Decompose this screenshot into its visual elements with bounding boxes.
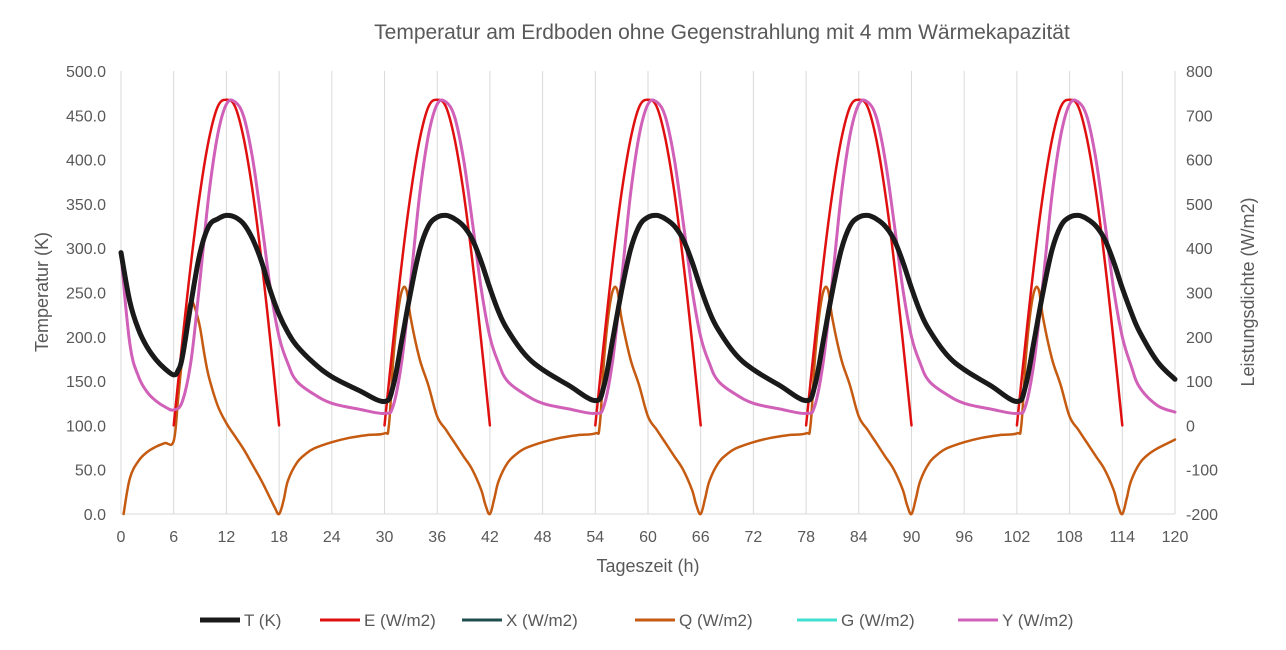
y-axis-left-label: Temperatur (K) — [32, 232, 52, 352]
y-axis-right-ticks: -200 -100 0 100 200 300 400 500 600 700 800 — [1186, 64, 1218, 524]
x-tick-label: 30 — [376, 529, 394, 546]
legend-label-t: T (K) — [244, 611, 281, 630]
y-left-tick-label: 300.0 — [66, 241, 106, 258]
series-line-t — [118, 212, 1178, 405]
legend-label-g: G (W/m2) — [841, 611, 915, 630]
y-right-tick-label: -200 — [1186, 507, 1218, 524]
y-right-tick-label: 300 — [1186, 286, 1213, 303]
y-left-tick-label: 100.0 — [66, 418, 106, 435]
y-left-tick-label: 0.0 — [84, 507, 106, 524]
y-right-tick-label: 500 — [1186, 197, 1213, 214]
y-right-tick-label: 600 — [1186, 153, 1213, 170]
y-left-tick-label: 500.0 — [66, 64, 106, 81]
series-line-y — [119, 98, 1177, 415]
y-right-tick-label: 700 — [1186, 108, 1213, 125]
y-right-tick-label: -100 — [1186, 463, 1218, 480]
y-left-tick-label: 50.0 — [75, 463, 106, 480]
x-tick-label: 0 — [117, 529, 126, 546]
x-tick-label: 12 — [218, 529, 236, 546]
x-tick-label: 66 — [692, 529, 710, 546]
x-tick-label: 42 — [481, 529, 499, 546]
y-left-tick-label: 200.0 — [66, 330, 106, 347]
y-right-tick-label: 200 — [1186, 330, 1213, 347]
series-line-e-3 — [804, 98, 913, 427]
y-right-tick-label: 100 — [1186, 374, 1213, 391]
x-tick-label: 90 — [903, 529, 921, 546]
x-tick-label: 24 — [323, 529, 341, 546]
x-tick-label: 102 — [1004, 529, 1031, 546]
legend-label-e: E (W/m2) — [364, 611, 436, 630]
x-tick-label: 120 — [1162, 529, 1189, 546]
x-tick-label: 6 — [169, 529, 178, 546]
series-line-q — [122, 285, 1177, 516]
x-tick-label: 78 — [797, 529, 815, 546]
x-tick-label: 84 — [850, 529, 868, 546]
x-tick-label: 108 — [1056, 529, 1083, 546]
series-layer — [118, 98, 1178, 516]
x-axis-ticks: 0 6 12 18 24 30 36 42 48 54 60 66 72 78 84 90 96 102 108 11… — [117, 529, 1189, 546]
y-left-tick-label: 150.0 — [66, 374, 106, 391]
legend: T (K) E (W/m2) X (W/m2) Q (W/m2) G (W/m2) Y (… — [200, 611, 1073, 630]
grid-lines — [120, 71, 1176, 515]
x-tick-label: 48 — [534, 529, 552, 546]
y-left-tick-label: 250.0 — [66, 286, 106, 303]
x-axis-label: Tageszeit (h) — [596, 556, 699, 576]
legend-label-q: Q (W/m2) — [679, 611, 753, 630]
series-line-e-1 — [383, 98, 492, 427]
y-left-tick-label: 400.0 — [66, 153, 106, 170]
y-right-tick-label: 0 — [1186, 418, 1195, 435]
x-tick-label: 72 — [745, 529, 763, 546]
y-right-tick-label: 400 — [1186, 241, 1213, 258]
x-tick-label: 114 — [1110, 529, 1136, 546]
y-right-tick-label: 800 — [1186, 64, 1213, 81]
y-left-tick-label: 450.0 — [66, 108, 106, 125]
y-axis-left-ticks: 0.0 50.0 100.0 150.0 200.0 250.0 300.0 350.0 400… — [66, 64, 106, 524]
x-tick-label: 36 — [428, 529, 446, 546]
x-tick-label: 96 — [955, 529, 973, 546]
x-tick-label: 54 — [586, 529, 604, 546]
series-line-e-2 — [594, 98, 702, 427]
legend-label-y: Y (W/m2) — [1002, 611, 1073, 630]
x-tick-label: 60 — [639, 529, 657, 546]
chart-title: Temperatur am Erdboden ohne Gegenstrahlu… — [374, 21, 1070, 44]
series-line-e-4 — [1015, 98, 1124, 427]
x-tick-label: 18 — [270, 529, 288, 546]
legend-label-x: X (W/m2) — [506, 611, 578, 630]
y-left-tick-label: 350.0 — [66, 197, 106, 214]
y-axis-right-label: Leistungsdichte (W/m2) — [1238, 197, 1258, 386]
